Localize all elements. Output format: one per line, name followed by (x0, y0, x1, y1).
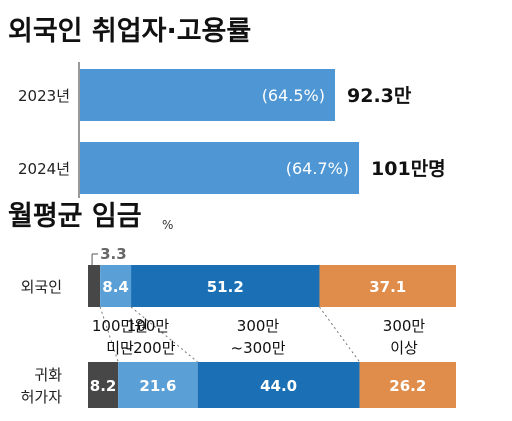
chart2-segment-name: 300만 (383, 317, 426, 335)
chart2-segment-name: 100만 (127, 317, 170, 335)
chart1-rate-label: (64.5%) (262, 86, 325, 105)
chart2-segment (359, 362, 456, 408)
chart2-connector (319, 306, 360, 363)
chart2-category-label: 외국인 (21, 278, 62, 296)
chart2-segment (131, 265, 320, 307)
chart2-data-label: 21.6 (139, 377, 176, 395)
chart2-segment (88, 265, 101, 307)
chart1-value-label: 92.3만 (347, 85, 412, 107)
chart2-data-label: 26.2 (389, 377, 426, 395)
chart1-rate-label: (64.7%) (286, 159, 349, 178)
chart2-segment-name: 100만원 (92, 317, 148, 335)
chart2-segment-name: 300만 (237, 317, 280, 335)
chart2-segment (88, 362, 119, 408)
chart2-category-label: 귀화 (34, 366, 62, 384)
chart2-data-label: 3.3 (100, 245, 127, 263)
chart2-segment-name: ~300만 (231, 339, 286, 357)
chart2-segment (197, 362, 360, 408)
chart2-title: 월평균 임금 (8, 201, 142, 232)
chart2-segment (100, 265, 132, 307)
chart2-segment-name: 이상 (390, 339, 418, 357)
chart1-title: 외국인 취업자·고용률 (8, 16, 251, 47)
chart2-unit: % (162, 218, 173, 232)
chart2-segment (118, 362, 198, 408)
chart1-category-label: 2024년 (18, 160, 70, 178)
chart2-segment-name: ~200만 (121, 339, 176, 357)
chart2-segment (319, 265, 456, 307)
chart2-data-label: 8.2 (90, 377, 117, 395)
chart1-bar (80, 142, 360, 194)
chart2-data-label: 51.2 (207, 278, 244, 296)
chart2-connector (130, 306, 198, 363)
chart1-value-label: 101만명 (371, 158, 446, 180)
chart2-data-label: 8.4 (102, 278, 129, 296)
chart1-category-label: 2023년 (18, 87, 70, 105)
chart2-segment-name: 미만 (106, 339, 134, 357)
chart2-data-label: 44.0 (260, 377, 297, 395)
chart2-data-label: 37.1 (369, 278, 406, 296)
chart1-bar (80, 69, 335, 121)
chart2-category-label: 허가자 (21, 388, 63, 406)
